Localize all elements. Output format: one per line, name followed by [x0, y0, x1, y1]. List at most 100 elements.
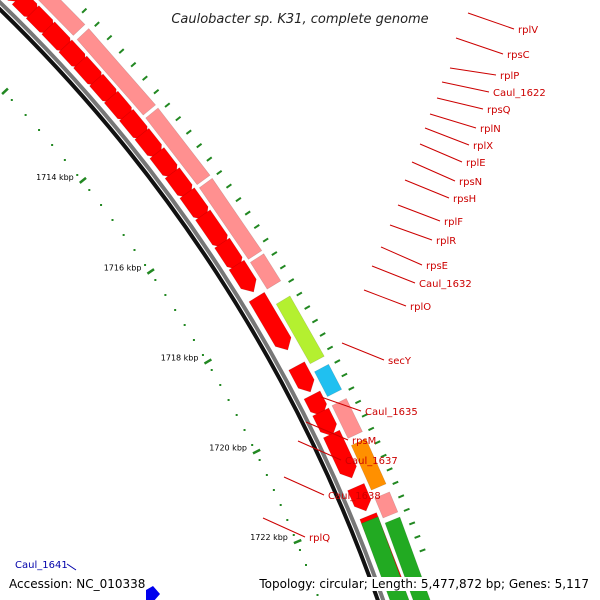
- scale-dot: [235, 414, 238, 416]
- kbp-tick-mark: [252, 448, 261, 455]
- scale-dot: [164, 294, 167, 296]
- scale-tick: [185, 129, 192, 135]
- gene-label: Caul_1635: [365, 407, 418, 418]
- scale-dot: [192, 339, 195, 341]
- scale-dot: [201, 354, 204, 356]
- gene-label: rplN: [480, 124, 501, 135]
- gene-label-leader: [262, 517, 306, 538]
- scale-tick: [81, 7, 88, 14]
- accession-text: Accession: NC_010338: [9, 577, 146, 591]
- kbp-tick-mark: [203, 358, 213, 365]
- gene-labels: rplV rpsC rplP Caul_1622 rpsQ rplN rplX rplE rps…: [262, 12, 546, 544]
- gene-label: Caul_1632: [419, 279, 472, 290]
- scale-tick: [326, 345, 334, 351]
- scale-dot: [243, 429, 246, 431]
- gene-label-leader: [305, 421, 349, 441]
- scale-tick: [374, 440, 381, 445]
- scale-tick: [414, 534, 421, 539]
- gene-label: rplQ: [309, 533, 330, 544]
- gene-block: [145, 107, 211, 186]
- scale-tick: [408, 521, 416, 526]
- scale-tick: [361, 413, 368, 418]
- gene-label-leader: [404, 179, 450, 199]
- gene-label: rplV: [518, 25, 538, 36]
- scale-tick: [304, 305, 311, 310]
- kbp-tick-label: 1714 kbp: [36, 173, 74, 182]
- gene-label: rpsH: [453, 194, 476, 205]
- gene-label-leader: [371, 265, 416, 284]
- gene-label-leader: [297, 440, 342, 461]
- scale-tick: [253, 224, 260, 230]
- gene-label: rpsM: [352, 436, 376, 447]
- gene-label-leader: [429, 113, 477, 129]
- scale-dot: [24, 114, 27, 116]
- scale-tick: [341, 372, 348, 378]
- scale-dot: [279, 504, 282, 506]
- gene-label-leader: [380, 246, 423, 266]
- gene-block: [249, 253, 282, 290]
- scale-dot: [154, 279, 157, 281]
- scale-dot: [258, 459, 261, 461]
- gene-label: rplO: [410, 302, 431, 313]
- gene-label-leader: [66, 563, 77, 571]
- scale-tick: [206, 156, 213, 162]
- scale-dot: [298, 549, 301, 551]
- scale-tick: [296, 291, 303, 297]
- backbone-line: [0, 6, 380, 600]
- inner-gene-track: [7, 0, 410, 600]
- gene-label: secY: [388, 356, 412, 367]
- gene-label: rplE: [466, 158, 486, 169]
- scale-tick: [380, 453, 387, 459]
- scale-dot: [144, 264, 147, 266]
- scale-dot: [292, 534, 295, 536]
- scale-tick: [311, 318, 319, 324]
- scale-dot: [63, 159, 66, 161]
- gene-label-leader: [341, 342, 385, 361]
- scale-tick: [164, 102, 171, 108]
- scale-tick: [130, 61, 137, 68]
- kbp-tick-label: 1718 kbp: [161, 354, 199, 363]
- gene-label-leader: [320, 396, 362, 412]
- scale-dot: [38, 129, 41, 131]
- scale-tick: [244, 210, 251, 216]
- scale-tick: [288, 278, 295, 283]
- scale-tick: [271, 251, 278, 256]
- gene-label: rpsC: [507, 50, 530, 61]
- kbp-tick-mark: [1, 87, 9, 95]
- scale-tick: [279, 264, 286, 270]
- genome-backbone: [0, 0, 386, 600]
- left-gene-label: Caul_1641: [15, 560, 160, 600]
- scale-tick: [118, 48, 125, 54]
- gene-block: [76, 28, 157, 116]
- gene-label-leader: [397, 204, 441, 222]
- gene-label-leader: [283, 476, 325, 496]
- gene-label-leader: [449, 67, 497, 76]
- gene-block: [38, 0, 86, 36]
- gene-label: Caul_1638: [328, 491, 381, 502]
- scale-dot: [183, 324, 186, 326]
- scale-dot: [219, 384, 222, 386]
- kbp-tick-label: 1722 kbp: [250, 533, 288, 542]
- gene-block: [198, 177, 263, 260]
- gene-label: rpsQ: [487, 105, 511, 116]
- scale-dot: [133, 249, 136, 251]
- kbp-tick-label: 1720 kbp: [209, 443, 247, 452]
- scale-tick: [319, 332, 326, 337]
- kbp-tick-label: 1716 kbp: [104, 264, 142, 273]
- scale-dot: [286, 519, 289, 521]
- gene-label-leader: [419, 143, 463, 163]
- gene-label-leader: [467, 12, 515, 30]
- scale-tick: [334, 359, 341, 364]
- scale-dot: [251, 444, 254, 446]
- gene-label: rplR: [436, 236, 456, 247]
- gene-label-leader: [441, 81, 490, 93]
- scale-tick: [196, 142, 203, 149]
- gene-block: [374, 491, 399, 519]
- topology-text: Topology: circular; Length: 5,477,872 bp…: [259, 577, 589, 591]
- scale-dot: [210, 369, 213, 371]
- gene-label: rpsE: [426, 261, 448, 272]
- blue-gene: [146, 586, 160, 600]
- gene-block: [314, 363, 343, 398]
- scale-dot: [272, 489, 275, 491]
